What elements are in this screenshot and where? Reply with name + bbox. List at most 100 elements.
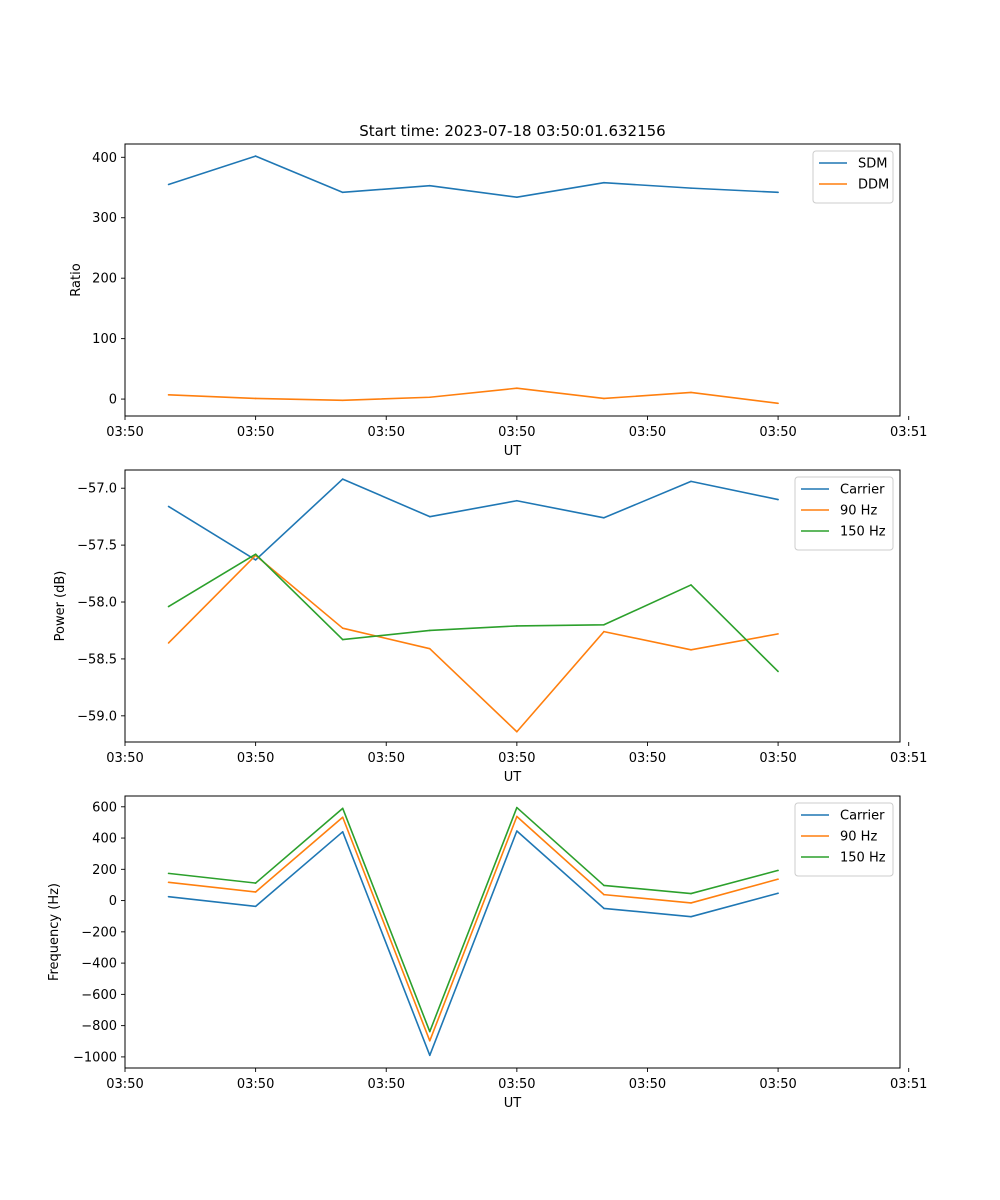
data-point (428, 647, 431, 650)
legend-box (812, 150, 894, 204)
data-point (690, 892, 692, 895)
y-tick-label: 400 (92, 151, 117, 166)
series-line-carrier (168, 478, 779, 561)
data-point (603, 893, 605, 896)
x-tick-label: 03:50 (498, 425, 535, 440)
x-axis-label: UT (504, 770, 522, 785)
data-point (341, 627, 344, 629)
y-tick-label: −59.0 (77, 709, 117, 724)
x-tick-label: 03:50 (237, 425, 274, 440)
data-point (428, 1030, 431, 1033)
data-point (428, 629, 431, 632)
data-point (690, 584, 692, 586)
legend: Carrier 90 Hz 150 Hz (794, 802, 894, 877)
x-tick-label: 03:50 (237, 751, 274, 766)
series-line-150-hz (168, 806, 779, 1033)
data-point (167, 872, 170, 875)
y-tick-label: 0 (109, 393, 117, 408)
axes-frame (124, 795, 901, 1069)
x-tick-label: 03:50 (106, 1077, 143, 1092)
data-point (428, 1054, 431, 1057)
y-tick-label: −58.5 (77, 652, 117, 667)
data-point (690, 480, 692, 483)
data-point (516, 499, 518, 502)
data-point (254, 905, 257, 908)
x-tick-label: 03:51 (890, 1077, 927, 1092)
legend-entry: Carrier (840, 809, 885, 824)
data-point (254, 397, 257, 400)
y-tick-label: 300 (92, 211, 117, 226)
x-tick-label: 03:50 (629, 751, 666, 766)
data-point (516, 815, 518, 818)
y-tick-label: 200 (92, 863, 117, 878)
legend-entry: 150 Hz (840, 851, 886, 866)
subplot-3: 03:50 03:50 03:50 03:50 03:50 03:50 03:51 UT −10… (47, 795, 927, 1111)
data-point (690, 915, 692, 918)
x-tick-label: 03:50 (237, 1077, 274, 1092)
x-tick-label: 03:50 (629, 425, 666, 440)
subplot-2: 03:50 03:50 03:50 03:50 03:50 03:50 03:51 UT −59… (53, 469, 927, 785)
data-point (341, 399, 344, 402)
data-point (777, 402, 779, 405)
data-point (341, 807, 344, 810)
legend-entry: DDM (858, 178, 889, 193)
data-point (167, 881, 170, 884)
x-tick-label: 03:50 (106, 751, 143, 766)
data-point (167, 505, 170, 508)
legend: SDM DDM (812, 150, 894, 204)
y-axis-label: Ratio (69, 263, 84, 296)
data-point (603, 181, 605, 184)
x-tick-label: 03:50 (368, 1077, 405, 1092)
x-tick-label: 03:50 (106, 425, 143, 440)
x-tick-label: 03:50 (759, 425, 796, 440)
data-point (777, 670, 779, 673)
data-point (254, 891, 257, 893)
y-tick-label: 100 (92, 332, 117, 347)
x-tick-label: 03:51 (890, 751, 927, 766)
x-tick-label: 03:50 (759, 1077, 796, 1092)
data-point (603, 907, 605, 910)
x-tick-label: 03:50 (759, 751, 796, 766)
data-point (603, 397, 605, 400)
data-point (167, 605, 170, 608)
data-point (516, 387, 518, 390)
legend-entry: Carrier (840, 483, 885, 498)
x-axis-label: UT (504, 444, 522, 459)
x-tick-label: 03:50 (498, 751, 535, 766)
data-point (603, 517, 605, 519)
axes-frame (124, 469, 901, 743)
y-tick-label: −200 (81, 925, 117, 940)
data-point (516, 730, 518, 733)
x-tick-label: 03:50 (368, 751, 405, 766)
data-point (516, 196, 518, 198)
data-point (516, 806, 518, 809)
x-axis-label: UT (504, 1096, 522, 1111)
data-point (603, 623, 605, 626)
data-point (167, 183, 170, 186)
data-point (341, 191, 344, 194)
data-point (777, 633, 779, 635)
data-point (777, 498, 779, 501)
data-point (254, 882, 257, 884)
y-tick-label: −1000 (73, 1050, 117, 1065)
data-point (603, 884, 605, 887)
data-point (341, 831, 344, 833)
series-line-sdm (168, 155, 779, 198)
subplot-1: 03:50 03:50 03:50 03:50 03:50 03:50 03:51 UT 0 10… (69, 143, 927, 459)
subplots: 03:50 03:50 03:50 03:50 03:50 03:50 03:51 UT 0 10… (47, 143, 927, 1111)
x-tick-label: 03:51 (890, 425, 927, 440)
data-point (690, 902, 692, 904)
y-tick-label: −57.5 (77, 539, 117, 554)
data-point (690, 649, 692, 651)
axes-frame (124, 143, 901, 417)
y-tick-label: 200 (92, 272, 117, 287)
y-tick-label: −800 (81, 1019, 117, 1034)
legend: Carrier 90 Hz 150 Hz (794, 476, 894, 551)
series-line-carrier (168, 830, 779, 1057)
x-tick-label: 03:50 (629, 1077, 666, 1092)
data-point (428, 1040, 431, 1042)
y-tick-label: −400 (81, 957, 117, 972)
data-point (777, 892, 779, 895)
data-point (254, 155, 257, 157)
data-point (341, 478, 344, 480)
